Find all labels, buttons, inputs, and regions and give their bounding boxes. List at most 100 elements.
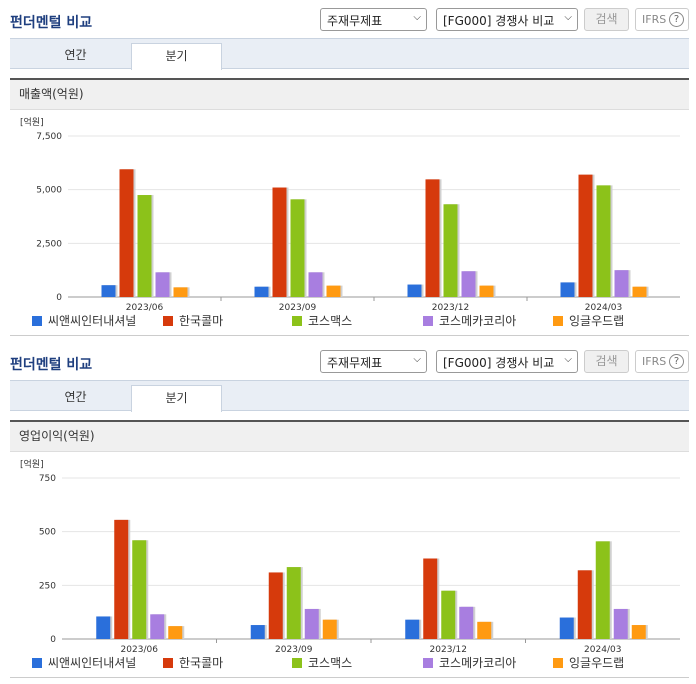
bar: [443, 204, 458, 297]
period-tabs: 연간 분기: [10, 380, 689, 412]
statement-select[interactable]: 주재무제표 ⌵: [320, 8, 427, 31]
x-tick-label: 2023/09: [279, 303, 317, 312]
y-tick-label: 750: [39, 474, 56, 484]
legend-label: 코스맥스: [308, 656, 353, 670]
bar: [407, 284, 422, 297]
ifrs-label: IFRS: [642, 13, 667, 26]
legend-item[interactable]: 씨앤씨인터내셔널: [32, 312, 136, 329]
tab-annual[interactable]: 연간: [64, 48, 87, 62]
legend-label: 씨앤씨인터내셔널: [48, 314, 137, 328]
bar: [286, 567, 301, 639]
bar: [596, 185, 611, 297]
bar: [150, 614, 165, 639]
compare-select[interactable]: [FG000] 경쟁사 비교 ⌵: [436, 8, 578, 31]
bar: [425, 179, 440, 297]
bar: [308, 272, 323, 297]
chart-legend: 씨앤씨인터내셔널 한국콜마 코스맥스 코스메카코리아 잉글우드랩: [0, 654, 696, 670]
legend-label: 코스메카코리아: [439, 656, 517, 670]
revenue-chart: [억원] 0 2,500 5,000 7,500 2023/06 2023/09 2023/1…: [20, 116, 680, 312]
x-tick-label: 2023/12: [432, 303, 469, 312]
statement-select[interactable]: 주재무제표 ⌵: [320, 350, 427, 373]
legend-swatch: [163, 658, 173, 668]
bar: [168, 626, 183, 639]
search-button[interactable]: 검색: [584, 8, 629, 31]
bar: [272, 187, 287, 297]
y-tick-label: 500: [39, 528, 56, 538]
legend-swatch: [163, 316, 173, 326]
chevron-down-icon: ⌵: [413, 12, 421, 23]
legend-swatch: [423, 658, 433, 668]
search-button[interactable]: 검색: [584, 350, 629, 373]
legend-label: 잉글우드랩: [569, 656, 625, 670]
bar: [155, 272, 170, 297]
period-tabs: 연간 분기: [10, 38, 689, 70]
chevron-down-icon: ⌵: [564, 12, 572, 23]
bar: [459, 606, 474, 639]
revenue-section: 펀더멘털 비교 주재무제표 ⌵ [FG000] 경쟁사 비교 ⌵ 검색 IFRS…: [0, 0, 696, 340]
bar: [631, 625, 646, 639]
legend-swatch: [553, 658, 563, 668]
bar: [254, 286, 269, 297]
legend-swatch: [292, 316, 302, 326]
bar: [96, 616, 111, 639]
bar: [304, 608, 319, 639]
legend-item[interactable]: 코스맥스: [292, 312, 352, 329]
compare-select-value: [FG000] 경쟁사 비교: [443, 356, 555, 370]
divider: [10, 677, 689, 678]
chart-legend: 씨앤씨인터내셔널 한국콜마 코스맥스 코스메카코리아 잉글우드랩: [0, 312, 696, 328]
x-tick-label: 2023/06: [121, 645, 159, 654]
unit-label: [억원]: [20, 458, 44, 470]
legend-item[interactable]: 잉글우드랩: [553, 312, 624, 329]
tab-quarter[interactable]: 분기: [131, 385, 222, 412]
bar: [560, 282, 575, 297]
bar: [423, 558, 438, 639]
legend-item[interactable]: 코스맥스: [292, 654, 352, 671]
unit-label: [억원]: [20, 116, 44, 128]
bar: [461, 271, 476, 297]
x-tick-label: 2023/09: [275, 645, 313, 654]
bar: [632, 286, 647, 297]
ifrs-help-button[interactable]: IFRS ?: [635, 8, 689, 31]
x-tick-label: 2023/06: [126, 303, 164, 312]
legend-item[interactable]: 한국콜마: [163, 312, 223, 329]
x-tick-label: 2023/12: [430, 645, 467, 654]
legend-swatch: [32, 658, 42, 668]
legend-item[interactable]: 코스메카코리아: [423, 312, 516, 329]
legend-item[interactable]: 씨앤씨인터내셔널: [32, 654, 136, 671]
ifrs-help-button[interactable]: IFRS ?: [635, 350, 689, 373]
chevron-down-icon: ⌵: [413, 354, 421, 365]
legend-label: 씨앤씨인터내셔널: [48, 656, 137, 670]
legend-label: 코스맥스: [308, 314, 353, 328]
legend-swatch: [292, 658, 302, 668]
bar: [290, 199, 305, 297]
legend-swatch: [423, 316, 433, 326]
bar: [326, 285, 341, 297]
bar: [595, 541, 610, 639]
legend-swatch: [553, 316, 563, 326]
statement-select-value: 주재무제표: [327, 14, 383, 28]
bar: [173, 287, 188, 297]
statement-select-value: 주재무제표: [327, 356, 383, 370]
operating-profit-section: 펀더멘털 비교 주재무제표 ⌵ [FG000] 경쟁사 비교 ⌵ 검색 IFRS…: [0, 342, 696, 684]
bar: [114, 519, 129, 639]
bar: [477, 621, 492, 639]
bar: [101, 285, 116, 297]
operating-profit-chart: [억원] 0 250 500 750 2023/06 2023/09 2023/12 2024/…: [20, 458, 680, 654]
bar: [405, 619, 420, 639]
y-tick-label: 5,000: [36, 186, 62, 196]
bar: [132, 540, 147, 639]
legend-item[interactable]: 한국콜마: [163, 654, 223, 671]
compare-select[interactable]: [FG000] 경쟁사 비교 ⌵: [436, 350, 578, 373]
legend-item[interactable]: 잉글우드랩: [553, 654, 624, 671]
divider: [10, 335, 689, 336]
tab-quarter[interactable]: 분기: [131, 43, 222, 70]
compare-select-value: [FG000] 경쟁사 비교: [443, 14, 555, 28]
y-tick-label: 0: [50, 635, 56, 645]
legend-label: 한국콜마: [179, 656, 224, 670]
legend-label: 한국콜마: [179, 314, 224, 328]
bar: [250, 625, 265, 639]
bar: [322, 619, 337, 639]
x-tick-label: 2024/03: [584, 645, 621, 654]
legend-item[interactable]: 코스메카코리아: [423, 654, 516, 671]
tab-annual[interactable]: 연간: [64, 390, 87, 404]
